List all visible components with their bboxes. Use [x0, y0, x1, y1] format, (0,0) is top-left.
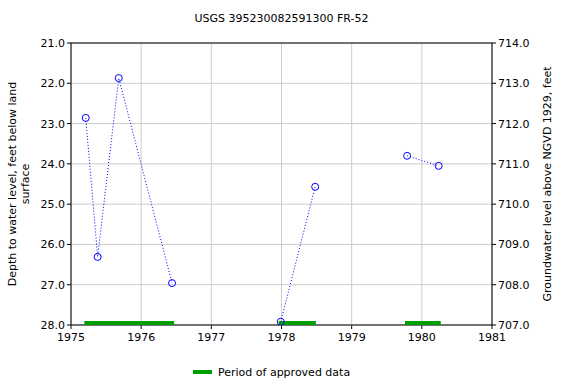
grid-line: [211, 43, 212, 325]
series-line: [86, 78, 439, 322]
grid-line: [71, 83, 492, 84]
title: USGS 395230082591300 FR-52: [194, 12, 368, 25]
tick-label: 711.0: [498, 158, 530, 171]
tick-label: 708.0: [498, 279, 530, 292]
grid-line: [281, 43, 282, 325]
tick-label: 22.0: [41, 77, 66, 90]
tick-label: 23.0: [41, 118, 66, 131]
tick-label: 709.0: [498, 238, 530, 251]
tick: [492, 284, 496, 285]
tick-label: 707.0: [498, 319, 530, 332]
tick-label: 21.0: [41, 37, 66, 50]
data-point: [312, 183, 319, 190]
y2-axis-label: Groundwater level above NGVD 1929, feet: [541, 66, 554, 302]
tick-label: 1981: [478, 331, 506, 344]
tick: [67, 284, 71, 285]
tick-label: 1979: [338, 331, 366, 344]
y-axis-label-line: surface: [19, 163, 32, 204]
legend-swatch: [193, 370, 212, 374]
tick: [67, 325, 71, 326]
grid-line: [71, 123, 492, 124]
tick-label: 25.0: [41, 198, 66, 211]
data-point: [435, 162, 442, 169]
tick: [492, 325, 493, 329]
tick: [421, 325, 422, 329]
approved-period: [84, 321, 174, 325]
grid-line: [71, 244, 492, 245]
grid-line: [421, 43, 422, 325]
tick-label: 1977: [197, 331, 225, 344]
data-point: [82, 114, 89, 121]
tick: [67, 163, 71, 164]
tick: [67, 244, 71, 245]
data-point: [404, 152, 411, 159]
tick: [67, 123, 71, 124]
tick: [492, 123, 496, 124]
tick: [211, 325, 212, 329]
y-axis-label-line: Depth to water level, feet below land: [6, 82, 19, 287]
tick: [492, 244, 496, 245]
tick-label: 1978: [268, 331, 296, 344]
grid-line: [71, 163, 492, 164]
tick: [492, 163, 496, 164]
tick-label: 27.0: [41, 279, 66, 292]
data-point: [94, 253, 101, 260]
tick-label: 1975: [57, 331, 85, 344]
tick: [67, 83, 71, 84]
tick-label: 714.0: [498, 37, 530, 50]
tick-label: 710.0: [498, 198, 530, 211]
chart: USGS 395230082591300 FR-52 1975 1976 1977 19…: [0, 0, 576, 384]
tick: [492, 204, 496, 205]
tick: [492, 43, 496, 44]
grid-line: [71, 204, 492, 205]
plot-data: [82, 75, 442, 325]
tick: [71, 325, 72, 329]
tick-label: 28.0: [41, 319, 66, 332]
tick: [492, 83, 496, 84]
tick: [492, 325, 496, 326]
data-point: [277, 318, 284, 325]
grid-line: [71, 284, 492, 285]
tick-label: 713.0: [498, 77, 530, 90]
tick: [351, 325, 352, 329]
tick: [281, 325, 282, 329]
plot-frame: [71, 43, 492, 325]
grid-line: [141, 43, 142, 325]
grid-line: [351, 43, 352, 325]
legend-label: Period of approved data: [218, 366, 350, 379]
tick-label: 1976: [127, 331, 155, 344]
tick-label: 24.0: [41, 158, 66, 171]
data-point: [115, 75, 122, 82]
y-axis-label: Depth to water level, feet below landsur…: [6, 82, 32, 287]
tick: [67, 204, 71, 205]
tick-label: 712.0: [498, 118, 530, 131]
tick-label: 26.0: [41, 238, 66, 251]
tick-label: 1980: [408, 331, 436, 344]
approved-period: [405, 321, 441, 325]
tick: [67, 43, 71, 44]
data-point: [169, 280, 176, 287]
tick: [141, 325, 142, 329]
